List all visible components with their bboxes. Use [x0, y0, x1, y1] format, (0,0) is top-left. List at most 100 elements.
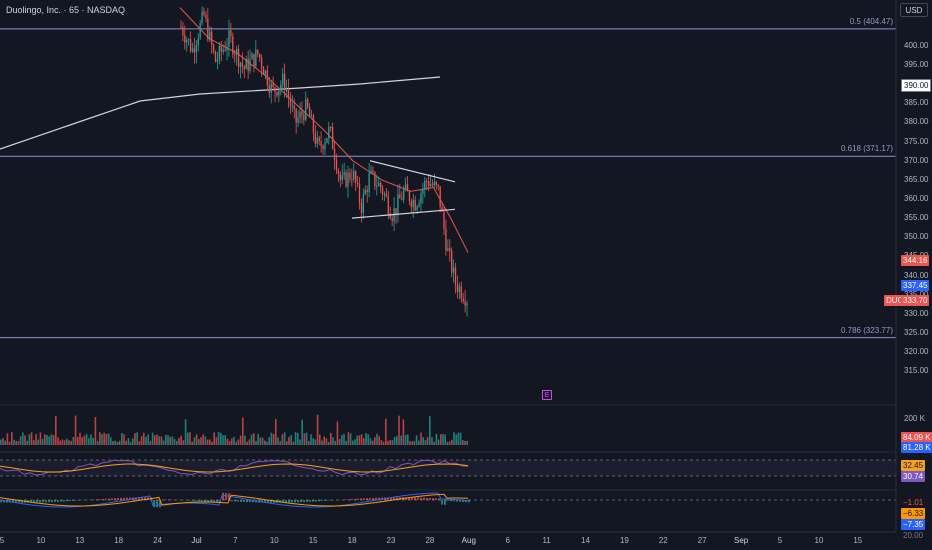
macd-histogram-bar: [159, 500, 161, 508]
volume-bar: [286, 441, 288, 445]
candle-body: [186, 40, 188, 43]
x-tick-label: 10: [269, 536, 279, 545]
volume-bar: [149, 441, 152, 445]
macd-histogram-bar: [78, 500, 80, 501]
macd-histogram-bar: [57, 500, 59, 502]
volume-bar: [325, 438, 328, 445]
macd-histogram-bar: [231, 500, 233, 502]
candle-body: [268, 85, 270, 93]
candle-body: [337, 170, 340, 174]
volume-bar: [275, 418, 277, 445]
x-tick-label: 10: [814, 536, 824, 545]
volume-bar: [288, 436, 290, 445]
candle-body: [293, 105, 295, 109]
volume-bar: [129, 441, 132, 445]
volume-bar: [235, 441, 237, 445]
macd-histogram-bar: [363, 498, 365, 500]
volume-bar: [105, 434, 108, 445]
volume-bar: [303, 433, 306, 445]
volume-bar: [407, 434, 409, 445]
macd-histogram-bar: [45, 500, 47, 503]
candle-body: [297, 117, 299, 123]
volume-bar: [107, 433, 110, 445]
macd-histogram-bar: [348, 499, 350, 500]
volume-bar: [138, 441, 141, 445]
macd-histogram-bar: [99, 499, 101, 500]
macd-histogram-bar: [198, 500, 200, 502]
candle-body: [416, 206, 418, 211]
volume-bar: [79, 432, 81, 445]
volume-bar: [35, 434, 37, 445]
macd-histogram-bar: [408, 497, 410, 500]
volume-bar: [134, 433, 136, 445]
candle-body: [237, 48, 240, 67]
candle-body: [333, 149, 336, 160]
candle-body: [364, 189, 366, 195]
volume-bar: [68, 440, 70, 445]
volume-bar: [224, 435, 226, 445]
volume-bar: [444, 434, 446, 445]
macd-histogram-bar: [288, 500, 290, 503]
candle-body: [324, 142, 326, 150]
candle-body: [214, 51, 217, 62]
symbol-legend[interactable]: Duolingo, Inc. · 65 · NASDAQ: [6, 5, 126, 15]
macd-histogram-bar: [225, 492, 227, 500]
volume-bar: [220, 432, 222, 445]
volume-bar: [305, 432, 308, 445]
fib-level-label: 0.618 (371.17): [840, 144, 893, 154]
rsi-signal-line: [0, 463, 469, 473]
volume-bar: [376, 433, 378, 445]
volume-bar: [83, 435, 86, 445]
earnings-badge[interactable]: E: [542, 390, 552, 400]
x-tick-label: 22: [658, 536, 668, 545]
candle-body: [456, 284, 459, 292]
macd-histogram-bar: [387, 497, 389, 500]
volume-bar: [327, 441, 330, 445]
volume-bar: [400, 435, 402, 445]
candle-body: [230, 30, 232, 37]
volume-bar: [151, 432, 154, 445]
y-tick-label: 315.00: [904, 366, 929, 376]
volume-bar: [389, 440, 391, 445]
volume-bar: [8, 441, 11, 445]
volume-bar: [22, 432, 24, 445]
volume-bar: [385, 418, 387, 445]
candle-body: [358, 183, 361, 204]
candle-body: [343, 172, 345, 176]
macd-histogram-bar: [372, 497, 374, 500]
volume-bar: [2, 438, 4, 445]
macd-histogram-bar: [141, 497, 143, 500]
volume-bar: [418, 440, 420, 445]
volume-bar: [426, 437, 429, 445]
volume-bar: [448, 441, 451, 445]
currency-button[interactable]: USD: [900, 3, 928, 17]
volume-bar: [308, 440, 310, 445]
indicator-tag: 30.74: [901, 471, 926, 482]
macd-histogram-bar: [444, 500, 446, 505]
candle-body: [289, 97, 292, 106]
volume-bar: [187, 432, 189, 445]
candle-body: [278, 89, 280, 96]
macd-histogram-bar: [462, 500, 464, 502]
macd-histogram-bar: [102, 498, 104, 500]
candle-body: [418, 203, 420, 207]
candle-body: [347, 172, 349, 187]
volume-bar: [85, 434, 88, 445]
volume-bar: [261, 437, 264, 445]
candle-body: [322, 146, 324, 150]
macd-histogram-bar: [144, 497, 146, 500]
y-tick-label: 370.00: [904, 155, 929, 165]
candle-body: [399, 194, 401, 199]
volume-bar: [462, 440, 464, 445]
volume-bar: [136, 432, 138, 445]
x-tick-label: 28: [425, 536, 435, 545]
macd-histogram-bar: [465, 500, 467, 503]
volume-bar: [30, 432, 33, 445]
candle-body: [433, 181, 436, 186]
volume-bar: [171, 436, 174, 445]
candle-body: [295, 108, 297, 123]
volume-bar: [26, 440, 28, 445]
macd-histogram-bar: [204, 500, 206, 502]
volume-bar: [4, 440, 6, 445]
